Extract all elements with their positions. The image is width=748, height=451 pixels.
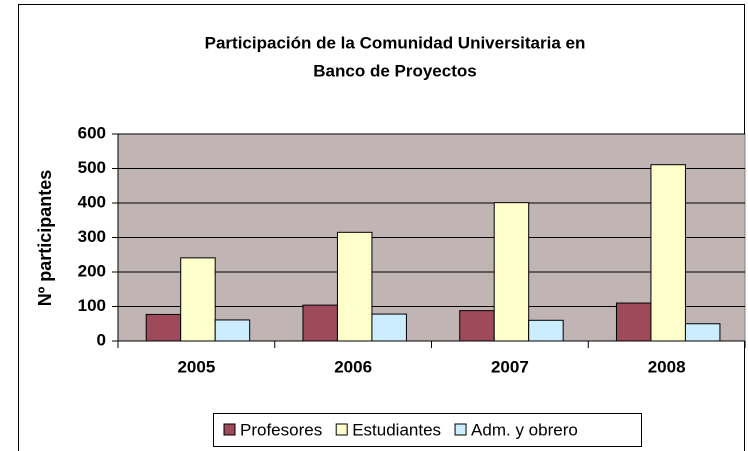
- legend-label: Adm. y obrero: [471, 420, 578, 439]
- y-tick-label: 200: [78, 261, 106, 280]
- legend-swatch: [454, 423, 467, 436]
- chart-title: Participación de la Comunidad Universita…: [205, 33, 586, 52]
- x-tick-label: 2005: [177, 357, 215, 376]
- bar: [615, 302, 652, 342]
- bar: [145, 313, 182, 342]
- bar: [336, 231, 373, 342]
- legend-swatch: [223, 423, 236, 436]
- bar: [371, 313, 407, 342]
- legend-label: Estudiantes: [352, 420, 441, 439]
- y-tick-label: 100: [78, 296, 106, 315]
- y-axis-label: Nº participantes: [35, 170, 55, 307]
- bar: [459, 310, 495, 342]
- chart-title: Banco de Proyectos: [313, 61, 476, 80]
- x-tick-label: 2008: [648, 357, 686, 376]
- legend: [213, 413, 642, 447]
- x-tick-label: 2007: [491, 357, 529, 376]
- x-tick-label: 2006: [334, 357, 372, 376]
- y-tick-label: 600: [78, 123, 106, 142]
- bar: [528, 319, 564, 342]
- bar: [684, 323, 721, 342]
- y-tick-label: 0: [97, 330, 106, 349]
- bar: [650, 164, 686, 342]
- legend-label: Profesores: [240, 420, 322, 439]
- bar: [302, 304, 338, 342]
- y-tick-label: 400: [78, 192, 106, 211]
- legend-swatch: [335, 423, 348, 436]
- y-tick-label: 500: [78, 158, 106, 177]
- bar: [214, 319, 251, 342]
- y-tick-label: 300: [78, 227, 106, 246]
- bar: [493, 202, 530, 342]
- bar: [180, 257, 216, 342]
